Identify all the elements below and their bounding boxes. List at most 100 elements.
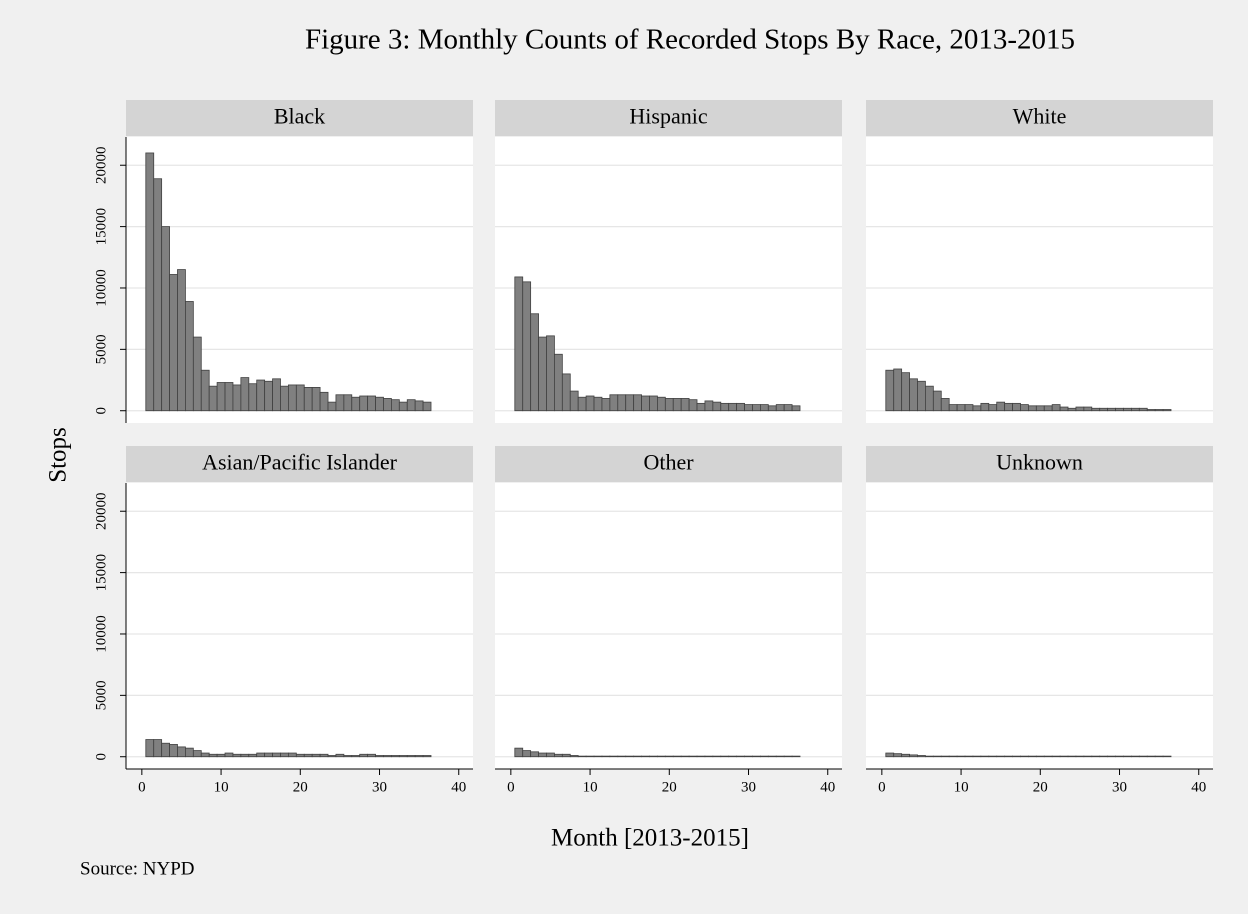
bar: [383, 398, 392, 412]
bar: [577, 396, 587, 412]
bar: [1083, 406, 1093, 412]
bar: [767, 405, 777, 412]
bar: [964, 755, 974, 758]
bar: [791, 405, 801, 412]
bar: [240, 753, 250, 758]
bar: [688, 755, 698, 758]
bar: [1004, 402, 1013, 412]
bar: [736, 755, 745, 758]
y-tick-label: 15000: [93, 554, 109, 592]
bar: [657, 396, 666, 412]
bar: [1154, 755, 1164, 758]
bar: [216, 382, 226, 412]
bar: [1051, 755, 1061, 758]
x-tick-label: 40: [451, 779, 466, 795]
bar: [224, 382, 234, 412]
bar: [1130, 407, 1140, 412]
bar: [996, 755, 1006, 758]
panel-header: [126, 446, 473, 482]
bar: [359, 753, 369, 758]
bar: [925, 755, 934, 758]
bar: [359, 395, 369, 412]
bar: [996, 401, 1006, 412]
bar: [712, 401, 722, 412]
bar: [625, 394, 635, 412]
plot-area: [866, 137, 1213, 423]
bar: [561, 373, 571, 412]
bar: [383, 755, 392, 758]
bar: [1123, 755, 1132, 758]
bar: [980, 755, 990, 758]
x-tick-label: 10: [583, 779, 598, 795]
bar: [192, 336, 202, 412]
plot-area: [866, 483, 1213, 769]
bar: [422, 401, 432, 412]
bar: [177, 746, 186, 758]
bar: [538, 336, 547, 412]
bar: [367, 395, 376, 412]
x-tick-label: 0: [507, 779, 515, 795]
bar: [367, 753, 376, 758]
bar: [145, 739, 155, 758]
bar: [972, 755, 982, 758]
bar: [744, 755, 753, 758]
bar: [641, 395, 650, 412]
bar: [901, 372, 910, 412]
bar: [956, 755, 966, 758]
bar: [783, 755, 793, 758]
bar: [940, 398, 950, 412]
bar: [216, 753, 226, 758]
bar: [351, 396, 361, 412]
panel-title: White: [1013, 104, 1067, 129]
bar: [791, 755, 801, 758]
bar: [767, 755, 777, 758]
bar: [406, 755, 416, 758]
chart-title: Figure 3: Monthly Counts of Recorded Sto…: [305, 24, 1075, 56]
x-tick-label: 0: [878, 779, 886, 795]
bar: [948, 404, 958, 412]
bar: [617, 394, 627, 412]
bar: [1043, 755, 1053, 758]
panel-title: Asian/Pacific Islander: [202, 450, 398, 475]
bar: [759, 404, 769, 412]
bar: [1083, 755, 1093, 758]
bar: [303, 753, 313, 758]
bar: [932, 390, 942, 412]
bar: [1059, 406, 1069, 412]
bar: [327, 755, 337, 758]
bar: [972, 405, 982, 412]
bar: [885, 369, 895, 412]
bar: [1099, 407, 1109, 412]
x-tick-label: 30: [1112, 779, 1127, 795]
bar: [1004, 755, 1013, 758]
bar: [522, 750, 532, 758]
bar: [1091, 755, 1101, 758]
bar: [256, 379, 266, 412]
bar: [1020, 755, 1029, 758]
bar: [200, 369, 210, 412]
bar: [569, 755, 579, 758]
bar: [1123, 407, 1132, 412]
bar: [208, 385, 218, 412]
panel-title: Unknown: [996, 450, 1083, 475]
bar: [280, 752, 289, 758]
panel-header: [866, 446, 1213, 482]
bar: [617, 755, 627, 758]
x-tick-label: 30: [372, 779, 387, 795]
source-note: Source: NYPD: [80, 858, 195, 879]
bar: [680, 755, 690, 758]
bar: [264, 752, 273, 758]
bar: [940, 755, 950, 758]
bar: [248, 383, 258, 412]
x-tick-label: 30: [741, 779, 756, 795]
bar: [633, 394, 642, 412]
bar: [1138, 755, 1148, 758]
bar: [375, 755, 384, 758]
bar: [728, 402, 738, 412]
bar: [1091, 407, 1101, 412]
bar: [736, 402, 745, 412]
bar: [1146, 755, 1156, 758]
bar: [728, 755, 738, 758]
y-tick-label: 20000: [93, 492, 109, 530]
